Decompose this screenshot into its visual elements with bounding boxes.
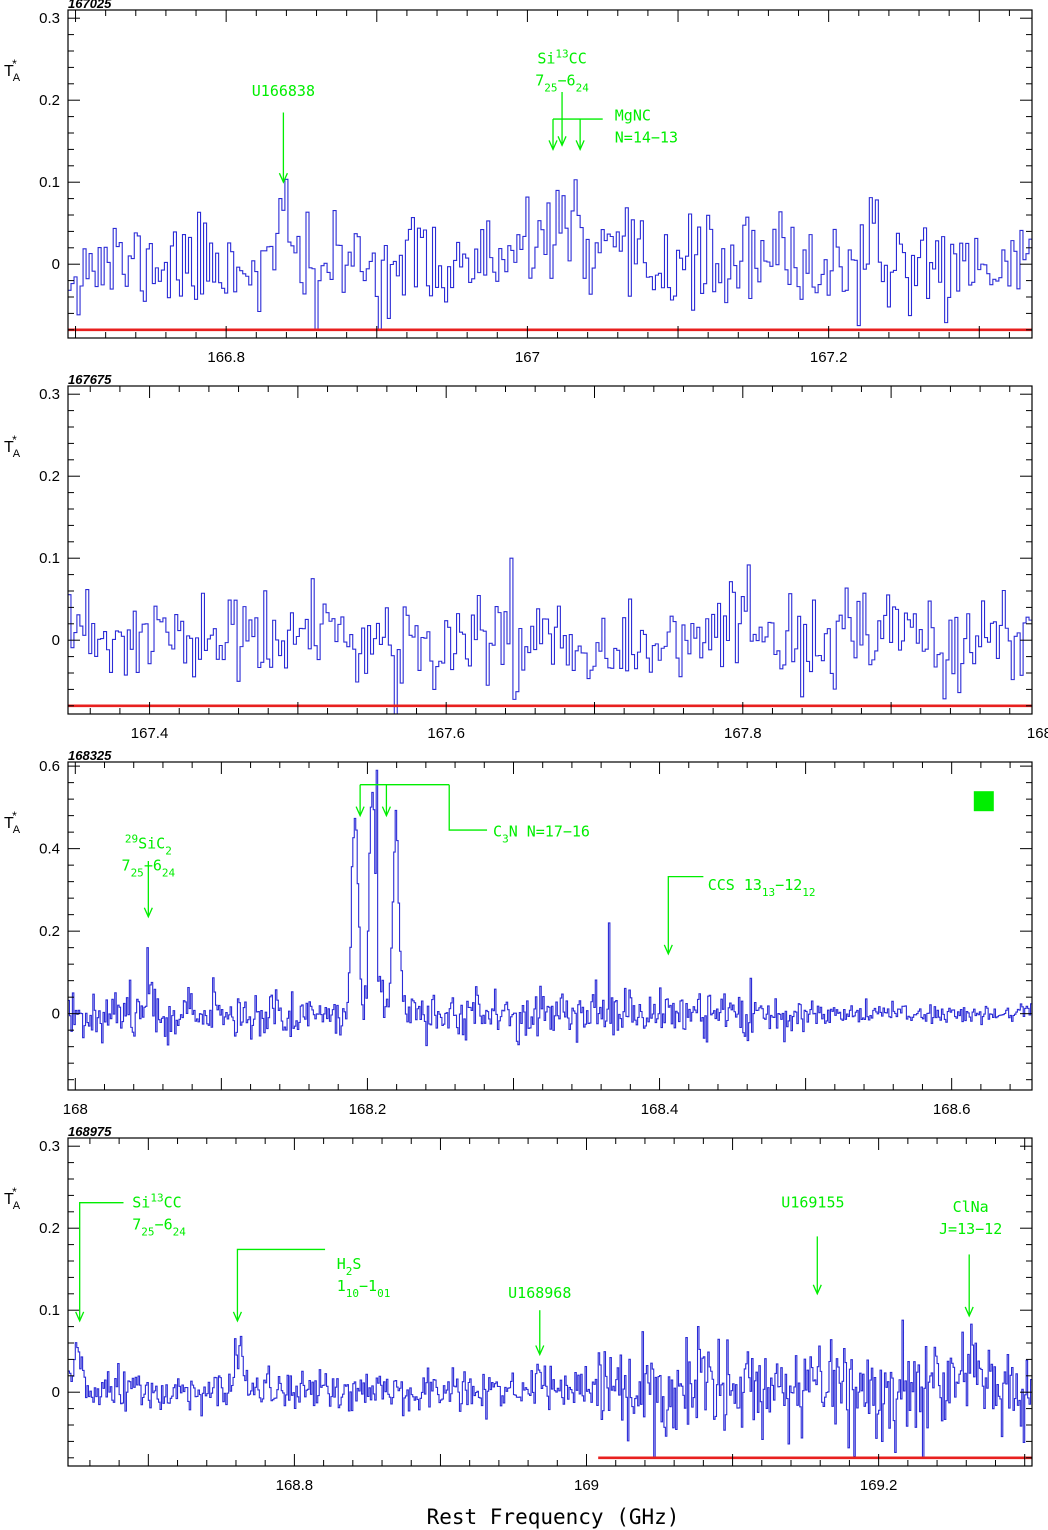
annotation-label: MgNC (615, 107, 651, 125)
y-tick-label: 0.2 (39, 923, 60, 940)
panel-label: 167025 (68, 0, 112, 11)
annotation-bracket (448, 784, 488, 831)
x-tick-label: 168.6 (933, 1101, 971, 1118)
annotation-label: 29SiC2 (125, 833, 172, 858)
spectrum-line (68, 178, 1032, 331)
arrow-head (75, 1311, 85, 1323)
arrow-head (355, 806, 365, 818)
y-tick-label: 0 (52, 1006, 60, 1023)
x-tick-label: 166.8 (207, 349, 245, 366)
panel-168325: 168325 TA* 168 168.2 168.4 168.6 0 0.2 0.4 0.6 29S… (4, 748, 1033, 1118)
arrow-head (143, 907, 153, 919)
annotation-label: 725−624 (132, 1216, 186, 1239)
arrow-head (278, 172, 288, 184)
line-annotation: C3N N=17−16 (355, 784, 590, 845)
arrow-head (232, 1311, 243, 1323)
x-tick-label: 168.4 (641, 1101, 679, 1118)
y-tick-label: 0.3 (39, 386, 60, 403)
arrow-head (535, 1345, 545, 1357)
y-tick-label: 0 (52, 632, 60, 649)
arrow-head (812, 1284, 822, 1296)
x-tick-label: 168.8 (276, 1477, 314, 1494)
x-tick-label: 167.4 (131, 725, 169, 742)
panel-label: 167675 (68, 372, 112, 387)
x-tick-label: 169 (574, 1477, 599, 1494)
y-tick-label: 0 (52, 1384, 60, 1401)
annotation-bracket (79, 1202, 124, 1321)
annotation-label: ClNa (953, 1198, 989, 1216)
plot-frame (67, 1137, 1033, 1467)
spectrum-line (68, 557, 1032, 714)
annotation-label: 110−101 (337, 1277, 391, 1300)
annotation-label: J=13−12 (939, 1220, 1002, 1238)
x-tick-label: 167.8 (724, 725, 762, 742)
panel-168975: 168975 TA* 168.8 169 169.2 0 0.1 0.2 0.3 Si13CC 72… (4, 1124, 1033, 1494)
y-tick-label: 0.3 (39, 1138, 60, 1155)
panel-167675: 167675 TA* 167.4 167.6 167.8 168 0 0.1 0.2 0.3 (4, 372, 1048, 742)
annotation-label: 725−624 (535, 71, 589, 94)
annotation-label: U166838 (252, 82, 315, 100)
y-tick-label: 0.2 (39, 468, 60, 485)
arrow-head (575, 140, 585, 152)
y-tick-label: 0.1 (39, 550, 60, 567)
annotation-bracket (236, 1248, 326, 1321)
annotation-label: Si13CC (132, 1192, 181, 1212)
x-tick-label: 169.2 (860, 1477, 898, 1494)
panel-label: 168325 (68, 748, 112, 763)
x-tick-label: 167 (515, 349, 540, 366)
annotation-label: CCS 1313−1212 (708, 876, 816, 899)
arrow-head (964, 1306, 974, 1318)
line-annotation: ClNa J=13−12 (939, 1198, 1002, 1318)
x-tick-label: 168 (1027, 725, 1048, 742)
annotation-label: U169155 (781, 1194, 844, 1212)
line-annotation: Si13CC 725−624 (535, 47, 589, 147)
x-tick-label: 168.2 (349, 1101, 387, 1118)
annotation-label: Si13CC (537, 47, 586, 67)
y-axis-label: TA* (4, 1185, 21, 1212)
y-tick-label: 0.3 (39, 10, 60, 27)
y-tick-label: 0.2 (39, 1220, 60, 1237)
line-annotation: U168968 (508, 1284, 571, 1357)
status-marker (973, 791, 994, 812)
line-annotation: Si13CC 725−624 (75, 1192, 186, 1323)
y-tick-label: 0.2 (39, 92, 60, 109)
y-tick-label: 0.4 (39, 841, 60, 858)
arrow-head (663, 944, 673, 956)
arrow-head (557, 136, 567, 147)
line-annotation: CCS 1313−1212 (663, 875, 816, 956)
plot-frame (67, 761, 1033, 1091)
y-tick-label: 0.1 (39, 174, 60, 191)
y-axis-label: TA* (4, 433, 21, 460)
y-tick-label: 0.1 (39, 1302, 60, 1319)
annotation-label: C3N N=17−16 (493, 822, 590, 845)
line-annotation: MgNC N=14−13 (548, 107, 678, 152)
spectrum-line (68, 1319, 1032, 1459)
annotation-label: N=14−13 (615, 129, 678, 147)
panel-label: 168975 (68, 1124, 112, 1139)
line-annotation: U166838 (252, 82, 315, 184)
arrow-head (548, 140, 558, 152)
spectrum-line (68, 769, 1032, 1047)
annotation-label: H2S (337, 1255, 362, 1278)
line-annotation: U169155 (781, 1194, 845, 1296)
y-tick-label: 0.6 (39, 758, 60, 775)
plot-frame (67, 9, 1033, 339)
annotation-label: U168968 (508, 1284, 571, 1302)
x-tick-label: 167.2 (810, 349, 848, 366)
annotation-bracket (667, 875, 704, 954)
x-tick-label: 167.6 (427, 725, 465, 742)
y-axis-label: TA* (4, 57, 21, 84)
panel-167025: 167025 TA* 166.8 167 167.2 0 0.1 0.2 0.3 U166838 S… (4, 0, 1033, 366)
arrow-head (381, 806, 392, 818)
y-tick-label: 0 (52, 256, 60, 273)
plot-frame (67, 385, 1033, 715)
x-tick-label: 168 (63, 1101, 88, 1118)
x-axis-title: Rest Frequency (GHz) (427, 1505, 680, 1529)
y-axis-label: TA* (4, 809, 21, 836)
